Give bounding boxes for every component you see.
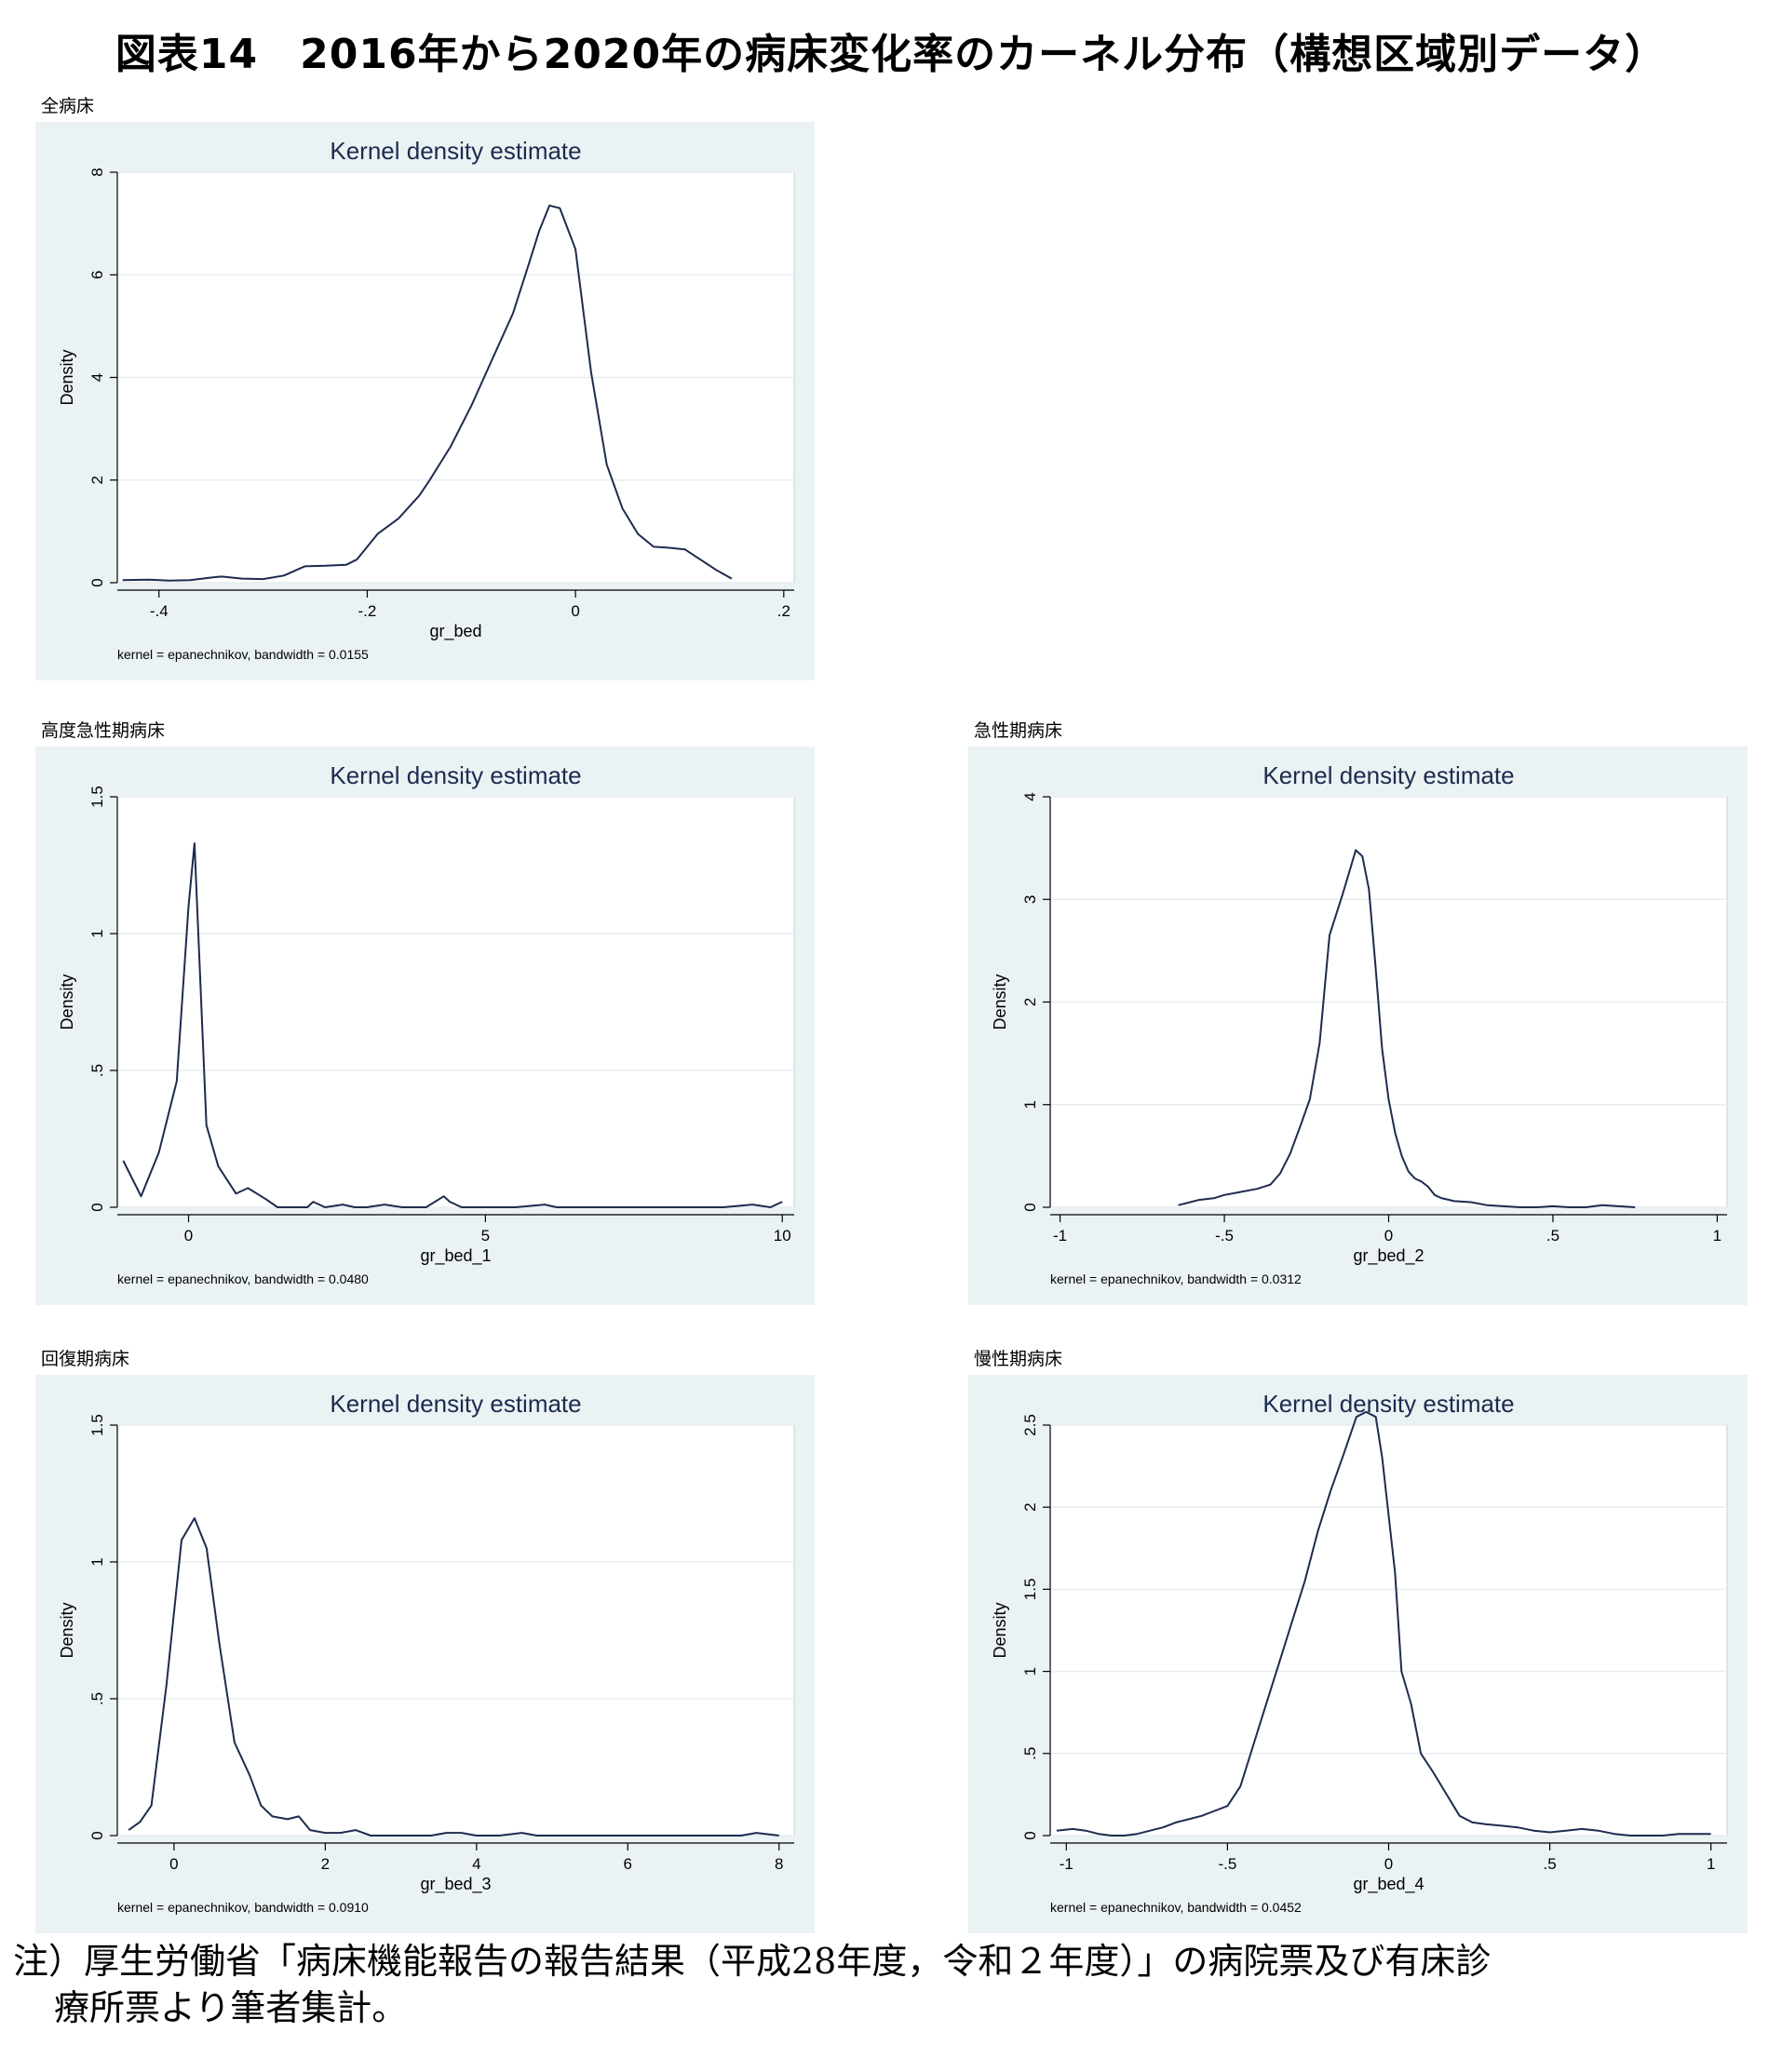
x-tick-label: 0 <box>184 1227 193 1245</box>
y-tick-label: 1 <box>88 929 106 937</box>
x-tick-label: 0 <box>1384 1227 1393 1245</box>
x-tick-label: 1 <box>1713 1227 1721 1245</box>
y-tick-label: 1 <box>1021 1667 1039 1675</box>
kernel-caption: kernel = epanechnikov, bandwidth = 0.048… <box>117 1271 369 1286</box>
chart-box: Kernel density estimate 0 .5 1 1.5 0 2 4 6 8 gr_be… <box>35 1375 815 1933</box>
x-axis-title: gr_bed_3 <box>420 1875 491 1894</box>
panel-label: 高度急性期病床 <box>41 720 166 741</box>
density-line <box>1178 849 1636 1208</box>
y-tick-label: 6 <box>88 271 106 279</box>
y-tick-label: 8 <box>88 168 106 176</box>
chart-box: Kernel density estimate 0 2 4 6 8 -.4 -.2 0 .2 gr_… <box>35 122 815 680</box>
x-tick-label: 4 <box>472 1855 480 1873</box>
chart-title: Kernel density estimate <box>330 137 581 165</box>
kde-chart-acute-beds: Kernel density estimate 0 1 2 3 4 -1 -.5 0 .5 1 gr_… <box>991 761 1728 1286</box>
x-tick-label: -1 <box>1053 1227 1067 1245</box>
x-tick-label: -.5 <box>1218 1855 1236 1873</box>
y-tick-label: 0 <box>1021 1831 1039 1839</box>
x-tick-label: .2 <box>777 602 790 620</box>
chart-box: Kernel density estimate 0 1 2 3 4 -1 -.5 0 .5 1 gr_… <box>968 747 1748 1305</box>
y-tick-label: .5 <box>88 1692 106 1705</box>
y-tick-label: 1.5 <box>88 786 106 808</box>
chart-box: Kernel density estimate 0.5 1 1.5 2 2.5 -1 -.5 0… <box>968 1375 1748 1933</box>
kde-chart-all-beds: Kernel density estimate 0 2 4 6 8 -.4 -.2 0 .2 gr_… <box>58 137 795 662</box>
y-axis-title: Density <box>58 349 76 405</box>
y-tick-label: 4 <box>1021 792 1039 801</box>
y-tick-label: 3 <box>1021 895 1039 904</box>
density-line <box>122 204 733 582</box>
panel-label: 全病床 <box>41 96 95 116</box>
x-tick-label: 10 <box>774 1227 791 1245</box>
panel-label: 慢性期病床 <box>974 1349 1063 1369</box>
plot-area <box>116 1424 795 1837</box>
x-tick-label: 0 <box>1384 1855 1393 1873</box>
x-tick-label: 8 <box>775 1855 783 1873</box>
y-tick-label: 0 <box>1021 1203 1039 1211</box>
footnote-line-2: 療所票より筆者集計。 <box>54 1987 408 2028</box>
y-tick-label: 2 <box>88 476 106 484</box>
kde-chart-high-acute-beds: Kernel density estimate 0 .5 1 1.5 0 5 10 gr_bed… <box>58 761 795 1286</box>
density-line <box>122 842 783 1208</box>
x-tick-label: 1 <box>1707 1855 1715 1873</box>
x-tick-label: 5 <box>481 1227 490 1245</box>
y-axis-title: Density <box>991 974 1009 1029</box>
y-tick-label: .5 <box>88 1064 106 1077</box>
x-axis-title: gr_bed_2 <box>1353 1246 1424 1266</box>
density-line <box>128 1517 779 1837</box>
chart-title: Kernel density estimate <box>1262 1390 1514 1418</box>
x-tick-label: .5 <box>1544 1855 1557 1873</box>
plot-area <box>1049 1424 1728 1837</box>
y-tick-label: 0 <box>88 1831 106 1839</box>
chart-title: Kernel density estimate <box>1262 761 1514 789</box>
y-tick-label: 0 <box>88 578 106 586</box>
y-tick-label: .5 <box>1021 1747 1039 1760</box>
density-line <box>1056 1410 1711 1837</box>
y-axis-title: Density <box>58 974 76 1029</box>
x-tick-label: 2 <box>321 1855 330 1873</box>
y-tick-label: 0 <box>88 1203 106 1211</box>
chart-box: Kernel density estimate 0 .5 1 1.5 0 5 10 gr_bed… <box>35 747 815 1305</box>
y-axis-title: Density <box>58 1602 76 1658</box>
y-tick-label: 1.5 <box>1021 1579 1039 1601</box>
kernel-caption: kernel = epanechnikov, bandwidth = 0.045… <box>1050 1900 1302 1915</box>
x-axis-title: gr_bed_1 <box>420 1246 491 1266</box>
y-tick-label: 4 <box>88 373 106 382</box>
x-tick-label: 0 <box>571 602 579 620</box>
y-tick-label: 1 <box>88 1557 106 1566</box>
kernel-caption: kernel = epanechnikov, bandwidth = 0.015… <box>117 647 369 662</box>
x-tick-label: .5 <box>1546 1227 1559 1245</box>
y-tick-label: 1.5 <box>88 1414 106 1436</box>
kernel-caption: kernel = epanechnikov, bandwidth = 0.031… <box>1050 1271 1302 1286</box>
footnote-line-1: 注）厚生労働省「病床機能報告の報告結果（平成28年度，令和２年度）」の病院票及び… <box>13 1941 1492 1982</box>
chart-title: Kernel density estimate <box>330 761 581 789</box>
y-axis-title: Density <box>991 1602 1009 1658</box>
x-tick-label: 6 <box>624 1855 632 1873</box>
y-tick-label: 2 <box>1021 1502 1039 1511</box>
kernel-caption: kernel = epanechnikov, bandwidth = 0.091… <box>117 1900 369 1915</box>
chart-title: Kernel density estimate <box>330 1390 581 1418</box>
footnote: 注）厚生労働省「病床機能報告の報告結果（平成28年度，令和２年度）」の病院票及び… <box>13 1938 1773 2031</box>
y-tick-label: 2.5 <box>1021 1414 1039 1436</box>
y-tick-label: 2 <box>1021 998 1039 1006</box>
panel-label: 回復期病床 <box>41 1349 130 1369</box>
x-tick-label: -.2 <box>358 602 377 620</box>
x-axis-title: gr_bed_4 <box>1353 1875 1424 1894</box>
kde-chart-recovery-beds: Kernel density estimate 0 .5 1 1.5 0 2 4 6 8 gr_be… <box>58 1390 795 1915</box>
plot-area <box>116 796 795 1208</box>
x-tick-label: -1 <box>1060 1855 1073 1873</box>
figure-title: 図表14 2016年から2020年の病床変化率のカーネル分布（構想区域別データ） <box>115 31 1667 78</box>
x-tick-label: 0 <box>169 1855 178 1873</box>
panel-label: 急性期病床 <box>974 720 1063 741</box>
x-tick-label: -.4 <box>150 602 169 620</box>
x-axis-title: gr_bed <box>429 622 481 641</box>
x-tick-label: -.5 <box>1215 1227 1234 1245</box>
y-tick-label: 1 <box>1021 1100 1039 1109</box>
